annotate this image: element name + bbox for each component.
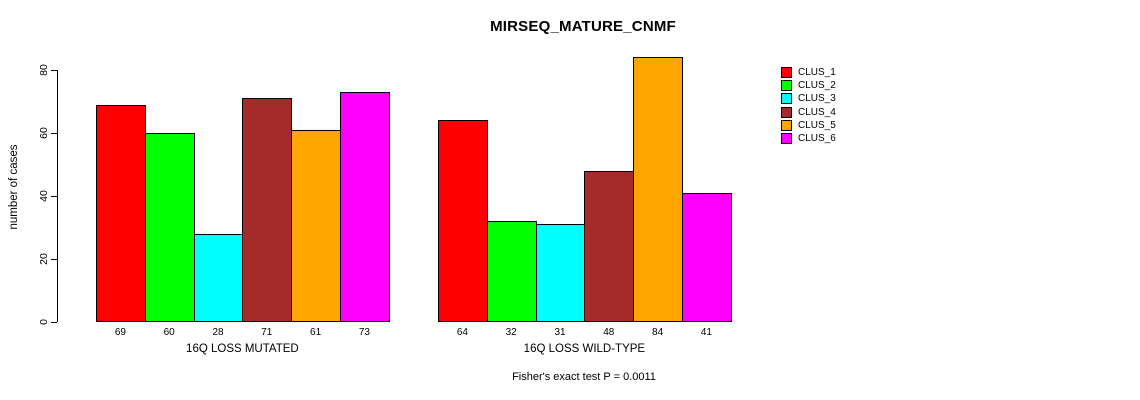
y-tick-mark — [51, 133, 57, 134]
legend-item-label: CLUS_6 — [798, 133, 836, 145]
legend-swatch — [781, 106, 792, 118]
bar-value-label: 28 — [212, 326, 224, 338]
legend-item: CLUS_3 — [781, 92, 836, 105]
y-tick-label: 60 — [38, 127, 50, 139]
bar-clus_5 — [291, 130, 341, 322]
y-tick-label: 0 — [38, 319, 50, 325]
legend-item: CLUS_4 — [781, 106, 836, 119]
bar-clus_3 — [536, 224, 585, 322]
bar-clus_2 — [145, 133, 195, 322]
bar-value-label: 71 — [261, 326, 273, 338]
bar-value-label: 69 — [114, 326, 126, 338]
legend-swatch — [781, 93, 792, 105]
group-label: 16Q LOSS MUTATED — [186, 342, 299, 355]
legend-item-label: CLUS_4 — [798, 106, 836, 118]
bar-clus_2 — [487, 221, 537, 322]
legend-item: CLUS_5 — [781, 119, 836, 132]
y-tick-mark — [51, 322, 57, 323]
legend-item: CLUS_2 — [781, 79, 836, 92]
legend-item-label: CLUS_2 — [798, 80, 836, 92]
legend-swatch — [781, 67, 792, 79]
chart-title: MIRSEQ_MATURE_CNMF — [490, 18, 676, 35]
legend-item-label: CLUS_5 — [798, 119, 836, 131]
bar-value-label: 73 — [358, 326, 370, 338]
bar-clus_1 — [438, 120, 488, 322]
legend-item-label: CLUS_1 — [798, 67, 836, 79]
bar-value-label: 64 — [456, 326, 468, 338]
y-tick-mark — [51, 70, 57, 71]
legend-item: CLUS_1 — [781, 66, 836, 79]
y-axis-label: number of cases — [8, 144, 20, 230]
legend-item: CLUS_6 — [781, 132, 836, 145]
legend-item-label: CLUS_3 — [798, 93, 836, 105]
bar-value-label: 41 — [700, 326, 712, 338]
bar-clus_1 — [96, 105, 146, 322]
group-label: 16Q LOSS WILD-TYPE — [523, 342, 646, 355]
bar-clus_6 — [340, 92, 390, 322]
y-axis-line — [57, 70, 58, 322]
y-tick-label: 40 — [38, 190, 50, 202]
y-tick-mark — [51, 259, 57, 260]
legend-swatch — [781, 133, 792, 145]
bar-value-label: 31 — [554, 326, 566, 338]
legend: CLUS_1 CLUS_2 CLUS_3 CLUS_4 CLUS_5 CLUS_6 — [781, 66, 836, 145]
legend-swatch — [781, 80, 792, 92]
bar-clus_4 — [584, 171, 634, 322]
bar-value-label: 32 — [505, 326, 517, 338]
legend-swatch — [781, 119, 792, 131]
annotation-fisher-test: Fisher's exact test P = 0.0011 — [512, 371, 656, 383]
bar-value-label: 61 — [310, 326, 322, 338]
bar-clus_3 — [194, 234, 243, 322]
y-tick-label: 20 — [38, 253, 50, 265]
bar-value-label: 84 — [652, 326, 664, 338]
bar-clus_4 — [242, 98, 292, 322]
y-tick-mark — [51, 196, 57, 197]
bar-value-label: 48 — [603, 326, 615, 338]
bar-clus_6 — [682, 193, 732, 322]
y-tick-label: 80 — [38, 64, 50, 76]
bar-value-label: 60 — [163, 326, 175, 338]
bar-clus_5 — [633, 57, 683, 322]
